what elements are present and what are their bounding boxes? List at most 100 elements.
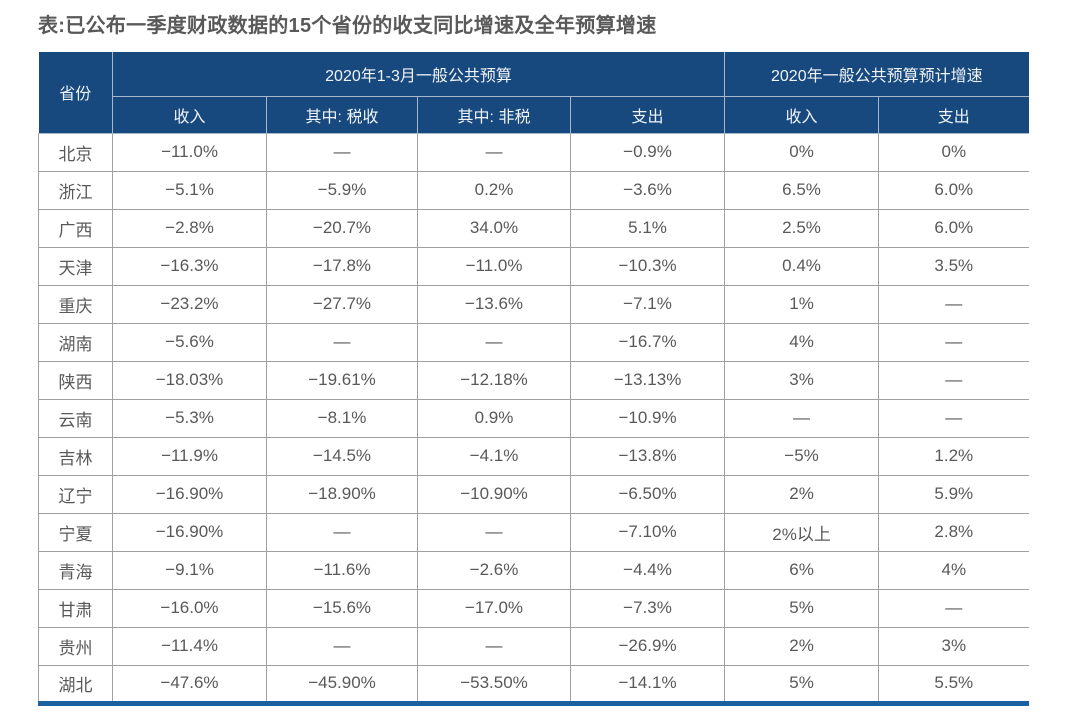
table-row: 广西 −2.8% −20.7% 34.0% 5.1% 2.5% 6.0% <box>38 208 1029 247</box>
province-cell: 陕西 <box>38 360 113 399</box>
value-cell: 5% <box>724 664 879 706</box>
value-cell: — <box>878 588 1029 627</box>
value-cell: — <box>724 398 879 437</box>
value-cell: 34.0% <box>417 208 571 247</box>
province-cell: 湖北 <box>38 664 113 706</box>
value-cell: −7.3% <box>569 588 725 627</box>
table-row: 辽宁 −16.90% −18.90% −10.90% −6.50% 2% 5.9% <box>38 474 1029 513</box>
table-row: 北京 −11.0% — — −0.9% 0% 0% <box>38 132 1029 171</box>
value-cell: 2% <box>724 626 879 665</box>
value-cell: — <box>417 626 571 665</box>
table-body: 北京 −11.0% — — −0.9% 0% 0% 浙江 −5.1% −5.9% 0.2% −3.6%… <box>38 132 1029 706</box>
subheader-nontax-revenue: 其中: 非税 <box>417 95 571 134</box>
value-cell: 0.2% <box>417 170 571 209</box>
table-row: 天津 −16.3% −17.8% −11.0% −10.3% 0.4% 3.5% <box>38 246 1029 285</box>
value-cell: −18.90% <box>266 474 418 513</box>
province-cell: 北京 <box>38 132 113 171</box>
value-cell: −5.3% <box>112 398 267 437</box>
value-cell: −8.1% <box>266 398 418 437</box>
value-cell: 2%以上 <box>724 512 879 551</box>
value-cell: 5.9% <box>878 474 1029 513</box>
value-cell: −20.7% <box>266 208 418 247</box>
value-cell: — <box>417 132 571 171</box>
subheader-forecast-revenue: 收入 <box>724 95 880 134</box>
province-cell: 湖南 <box>38 322 113 361</box>
value-cell: 6.0% <box>878 170 1029 209</box>
value-cell: −13.13% <box>569 360 725 399</box>
table-row: 湖南 −5.6% — — −16.7% 4% — <box>38 322 1029 361</box>
province-cell: 吉林 <box>38 436 113 475</box>
province-cell: 重庆 <box>38 284 113 323</box>
header-sub-row: 收入 其中: 税收 其中: 非税 支出 收入 支出 <box>39 95 1029 134</box>
value-cell: −3.6% <box>569 170 725 209</box>
value-cell: 3% <box>878 626 1029 665</box>
table-row: 贵州 −11.4% — — −26.9% 2% 3% <box>38 626 1029 665</box>
subheader-expenditure: 支出 <box>569 95 726 134</box>
value-cell: −2.8% <box>112 208 267 247</box>
value-cell: — <box>266 626 418 665</box>
value-cell: 5% <box>724 588 879 627</box>
value-cell: 0.4% <box>724 246 879 285</box>
province-cell: 贵州 <box>38 626 113 665</box>
table-row: 陕西 −18.03% −19.61% −12.18% −13.13% 3% — <box>38 360 1029 399</box>
table-row: 重庆 −23.2% −27.7% −13.6% −7.1% 1% — <box>38 284 1029 323</box>
fiscal-data-table: 省份 2020年1-3月一般公共预算 2020年一般公共预算预计增速 收入 其中… <box>38 52 1029 706</box>
value-cell: −10.9% <box>569 398 725 437</box>
province-cell: 云南 <box>38 398 113 437</box>
value-cell: −17.0% <box>417 588 571 627</box>
value-cell: −11.0% <box>417 246 571 285</box>
value-cell: 2.5% <box>724 208 879 247</box>
subheader-tax-revenue: 其中: 税收 <box>266 95 418 134</box>
value-cell: −11.9% <box>112 436 267 475</box>
value-cell: −9.1% <box>112 550 267 589</box>
value-cell: 2% <box>724 474 879 513</box>
value-cell: −23.2% <box>112 284 267 323</box>
value-cell: 2.8% <box>878 512 1029 551</box>
value-cell: 6.5% <box>724 170 879 209</box>
value-cell: — <box>878 360 1029 399</box>
value-cell: −5% <box>724 436 879 475</box>
value-cell: −5.9% <box>266 170 418 209</box>
province-cell: 青海 <box>38 550 113 589</box>
value-cell: 0.9% <box>417 398 571 437</box>
table-row: 青海 −9.1% −11.6% −2.6% −4.4% 6% 4% <box>38 550 1029 589</box>
table-row: 甘肃 −16.0% −15.6% −17.0% −7.3% 5% — <box>38 588 1029 627</box>
table-row: 湖北 −47.6% −45.90% −53.50% −14.1% 5% 5.5% <box>38 664 1029 706</box>
value-cell: −45.90% <box>266 664 418 706</box>
value-cell: 3% <box>724 360 879 399</box>
value-cell: 0% <box>878 132 1029 171</box>
table-row: 吉林 −11.9% −14.5% −4.1% −13.8% −5% 1.2% <box>38 436 1029 475</box>
value-cell: −16.90% <box>112 512 267 551</box>
value-cell: 1.2% <box>878 436 1029 475</box>
column-group-annual-forecast: 2020年一般公共预算预计增速 <box>724 52 1029 97</box>
value-cell: −13.6% <box>417 284 571 323</box>
value-cell: −19.61% <box>266 360 418 399</box>
value-cell: 6.0% <box>878 208 1029 247</box>
province-cell: 广西 <box>38 208 113 247</box>
column-group-q1-budget: 2020年1-3月一般公共预算 <box>111 52 726 97</box>
value-cell: 4% <box>878 550 1029 589</box>
province-cell: 天津 <box>38 246 113 285</box>
value-cell: 1% <box>724 284 879 323</box>
value-cell: −5.6% <box>112 322 267 361</box>
table-row: 云南 −5.3% −8.1% 0.9% −10.9% — — <box>38 398 1029 437</box>
value-cell: 0% <box>724 132 879 171</box>
value-cell: −17.8% <box>266 246 418 285</box>
value-cell: — <box>266 132 418 171</box>
fiscal-report-figure: 表:已公布一季度财政数据的15个省份的收支同比增速及全年预算增速 省份 2020… <box>38 15 1029 706</box>
value-cell: 5.5% <box>878 664 1029 706</box>
value-cell: — <box>878 398 1029 437</box>
value-cell: −0.9% <box>569 132 725 171</box>
table-title: 表:已公布一季度财政数据的15个省份的收支同比增速及全年预算增速 <box>38 15 657 37</box>
value-cell: 6% <box>724 550 879 589</box>
table-row: 浙江 −5.1% −5.9% 0.2% −3.6% 6.5% 6.0% <box>38 170 1029 209</box>
value-cell: −12.18% <box>417 360 571 399</box>
value-cell: 5.1% <box>569 208 725 247</box>
value-cell: −13.8% <box>569 436 725 475</box>
subheader-revenue: 收入 <box>112 95 267 134</box>
value-cell: −4.4% <box>569 550 725 589</box>
province-cell: 浙江 <box>38 170 113 209</box>
value-cell: — <box>878 284 1029 323</box>
value-cell: −5.1% <box>112 170 267 209</box>
value-cell: −16.7% <box>569 322 725 361</box>
